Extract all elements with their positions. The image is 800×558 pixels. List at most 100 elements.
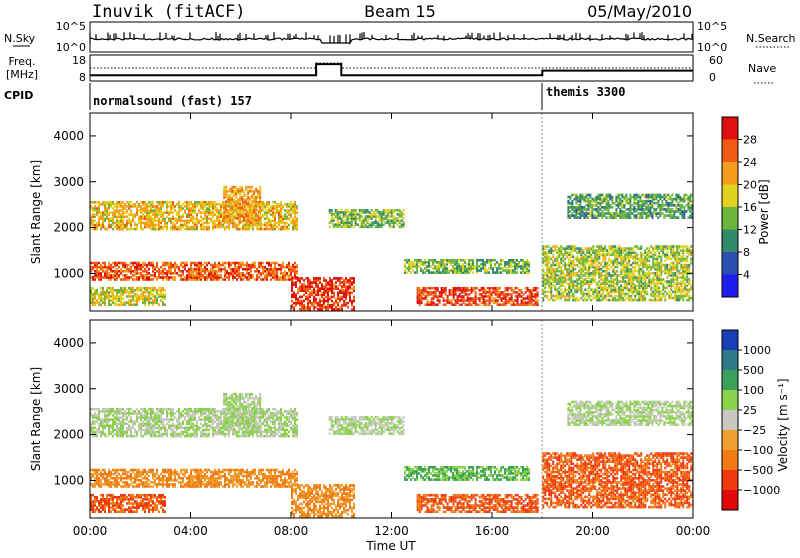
power-echo-cell xyxy=(624,264,626,267)
power-echo-cell xyxy=(218,274,220,277)
power-echo-cell xyxy=(491,287,493,290)
power-echo-cell xyxy=(674,272,676,275)
power-echo-cell xyxy=(652,272,654,275)
power-echo-cell xyxy=(646,282,648,285)
power-echo-cell xyxy=(214,213,216,216)
power-echo-cell xyxy=(498,271,500,274)
power-echo-cell xyxy=(482,259,484,262)
power-echo-cell xyxy=(682,295,684,298)
power-echo-cell xyxy=(404,263,406,266)
power-echo-cell xyxy=(96,262,98,265)
power-echo-cell xyxy=(335,281,337,284)
power-echo-cell xyxy=(578,286,580,289)
nave-label: Nave xyxy=(748,62,776,75)
power-echo-cell xyxy=(184,220,186,223)
power-echo-cell xyxy=(490,259,492,262)
power-echo-cell xyxy=(632,270,634,273)
power-echo-cell xyxy=(126,201,128,204)
power-echo-cell xyxy=(410,271,412,274)
power-echo-cell xyxy=(569,202,571,205)
power-echo-cell xyxy=(584,247,586,250)
power-echo-cell xyxy=(556,278,558,281)
power-echo-cell xyxy=(249,221,251,224)
power-echo-cell xyxy=(525,297,527,300)
power-echo-cell xyxy=(130,201,132,204)
power-echo-cell xyxy=(196,213,198,216)
power-echo-cell xyxy=(512,269,514,272)
power-echo-cell xyxy=(248,264,250,267)
power-echo-cell xyxy=(241,215,243,218)
power-echo-cell xyxy=(537,291,539,294)
power-echo-cell xyxy=(150,278,152,281)
power-echo-cell xyxy=(156,201,158,204)
power-echo-cell xyxy=(419,287,421,290)
power-echo-cell xyxy=(444,259,446,262)
power-echo-cell xyxy=(258,270,260,273)
power-echo-cell xyxy=(94,220,96,223)
power-echo-cell xyxy=(345,209,347,212)
power-echo-cell xyxy=(592,289,594,292)
power-echo-cell xyxy=(186,201,188,204)
power-echo-cell xyxy=(493,297,495,300)
power-echo-cell xyxy=(343,279,345,282)
power-echo-cell xyxy=(572,245,574,248)
power-echo-cell xyxy=(586,247,588,250)
power-echo-cell xyxy=(562,291,564,294)
power-echo-cell xyxy=(160,299,162,302)
power-echo-cell xyxy=(196,262,198,265)
power-echo-cell xyxy=(291,300,293,303)
power-echo-cell xyxy=(654,272,656,275)
nsky-trace xyxy=(90,32,692,44)
power-echo-cell xyxy=(108,201,110,204)
power-echo-cell xyxy=(182,224,184,227)
power-echo-cell xyxy=(606,286,608,289)
power-echo-cell xyxy=(420,267,422,270)
power-echo-cell xyxy=(321,300,323,303)
power-echo-cell xyxy=(192,215,194,218)
power-echo-cell xyxy=(126,301,128,304)
power-echo-cell xyxy=(138,295,140,298)
power-echo-cell xyxy=(126,295,128,298)
power-echo-cell xyxy=(196,201,198,204)
power-echo-cell xyxy=(254,270,256,273)
power-echo-cell xyxy=(124,215,126,218)
power-echo-cell xyxy=(353,306,355,309)
power-echo-cell xyxy=(92,293,94,296)
power-echo-cell xyxy=(168,205,170,208)
power-echo-cell xyxy=(347,302,349,305)
power-echo-cell xyxy=(240,272,242,275)
power-echo-cell xyxy=(296,205,298,208)
power-echo-cell xyxy=(456,259,458,262)
power-echo-cell xyxy=(288,262,290,265)
power-echo-cell xyxy=(92,266,94,269)
power-echo-cell xyxy=(114,289,116,292)
power-echo-cell xyxy=(130,266,132,269)
nsearch-tick-low: 10^0 xyxy=(697,41,727,54)
power-echo-cell xyxy=(552,253,554,256)
power-echo-cell xyxy=(124,301,126,304)
power-echo-cell xyxy=(292,264,294,267)
power-echo-cell xyxy=(235,213,237,216)
power-echo-cell xyxy=(286,264,288,267)
power-echo-cell xyxy=(194,222,196,225)
power-echo-cell xyxy=(520,271,522,274)
power-echo-cell xyxy=(355,209,357,212)
power-echo-cell xyxy=(140,215,142,218)
power-echo-cell xyxy=(249,204,251,207)
power-echo-cell xyxy=(194,262,196,265)
power-echo-cell xyxy=(556,256,558,259)
power-echo-cell xyxy=(652,247,654,250)
power-echo-cell xyxy=(268,262,270,265)
power-echo-cell xyxy=(608,284,610,287)
power-echo-cell xyxy=(270,220,272,223)
power-echo-cell xyxy=(444,263,446,266)
power-echo-cell xyxy=(148,201,150,204)
power-echo-cell xyxy=(253,217,255,220)
power-echo-cell xyxy=(251,186,253,189)
power-echo-cell xyxy=(176,226,178,229)
power-echo-cell xyxy=(286,226,288,229)
power-echo-cell xyxy=(459,299,461,302)
power-echo-cell xyxy=(229,194,231,197)
power-echo-cell xyxy=(188,201,190,204)
